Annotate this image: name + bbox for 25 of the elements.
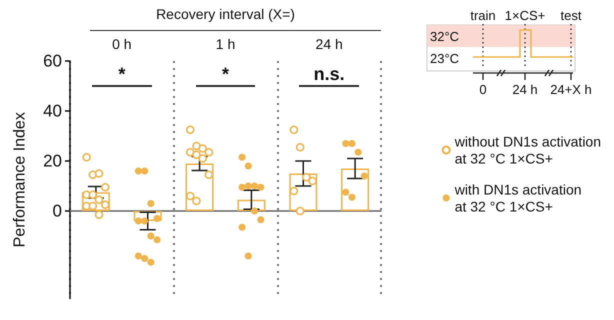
text: 1×CS+: [504, 8, 546, 23]
x-tick-label: 0 h: [112, 36, 132, 52]
annotation: *: [118, 64, 126, 84]
y-tick-label: 60: [43, 52, 62, 70]
text: 23°C: [430, 51, 460, 66]
text: 24 h: [512, 82, 538, 97]
y-tick-label: 20: [43, 152, 62, 170]
x-tick-label: 1 h: [216, 36, 236, 52]
text: 24+X h: [550, 82, 592, 97]
bar: [134, 211, 162, 221]
annotation: *: [222, 64, 230, 84]
legend-label: with DN1s activation at 32 °C 1×CS+: [454, 182, 582, 214]
text: 0: [479, 82, 487, 97]
x-axis-title: Recovery interval (X=): [156, 6, 295, 22]
x-tick-label: 24 h: [316, 36, 343, 52]
text: test: [560, 8, 582, 23]
bar: [237, 200, 266, 211]
y-tick-label: 40: [43, 102, 62, 120]
y-tick-label: 0: [52, 202, 62, 220]
y-axis-title: Performance Index: [12, 112, 28, 248]
bar: [341, 168, 370, 211]
legend-label: without DN1s activation at 32 °C 1×CS+: [454, 134, 602, 166]
text: train: [470, 8, 496, 23]
annotation: n.s.: [314, 64, 345, 84]
text: 32°C: [430, 29, 460, 44]
